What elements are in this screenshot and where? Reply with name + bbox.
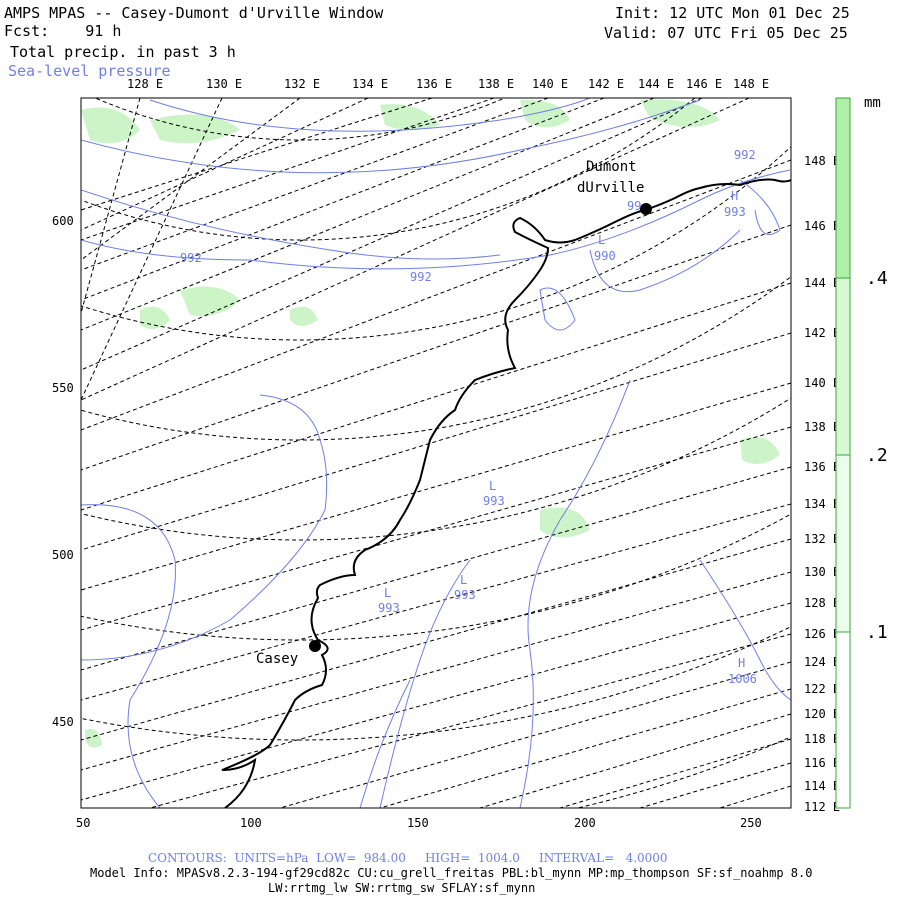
station-marker-casey[interactable] xyxy=(309,640,321,652)
coastline xyxy=(221,178,791,808)
x-tick-label: 250 xyxy=(740,816,762,830)
x-tick-label: 150 xyxy=(407,816,429,830)
contours-info: CONTOURS: UNITS=hPa LOW= 984.00 HIGH= 10… xyxy=(148,851,668,865)
field-name: Total precip. in past 3 h xyxy=(10,43,236,61)
top-lon-label: 138 E xyxy=(478,77,515,91)
map-frame xyxy=(80,97,792,809)
pressure-label: 993 xyxy=(724,205,746,219)
pressure-center-symbol: H xyxy=(738,656,746,670)
top-lon-label: 148 E xyxy=(733,77,770,91)
colorbar xyxy=(835,97,851,809)
station-marker-dumont[interactable] xyxy=(640,203,652,215)
y-tick-label: 450 xyxy=(52,715,74,729)
station-label-dumont: Dumont xyxy=(586,159,637,175)
pressure-label: 1006 xyxy=(728,672,757,686)
y-tick-label: 550 xyxy=(52,381,74,395)
precip-shading xyxy=(81,99,780,748)
top-lon-label: 136 E xyxy=(416,77,453,91)
top-lon-label: 144 E xyxy=(638,77,675,91)
forecast-hour: Fcst: 91 h xyxy=(4,22,121,40)
y-tick-label: 500 xyxy=(52,548,74,562)
colorbar-label: .1 xyxy=(866,622,888,643)
pressure-label: 993 xyxy=(483,494,505,508)
top-lon-label: 134 E xyxy=(352,77,389,91)
x-tick-label: 100 xyxy=(240,816,262,830)
top-lon-label: 142 E xyxy=(588,77,625,91)
colorbar-label: .2 xyxy=(866,445,888,466)
top-lon-label: 132 E xyxy=(284,77,321,91)
model-info-2: LW:rrtmg_lw SW:rrtmg_sw SFLAY:sf_mynn xyxy=(268,881,536,895)
pressure-center-symbol: H xyxy=(731,189,739,203)
top-lon-label: 146 E xyxy=(686,77,723,91)
pressure-label: 993 xyxy=(378,601,400,615)
overlay-name: Sea-level pressure xyxy=(8,62,171,80)
top-lon-label: 140 E xyxy=(532,77,569,91)
top-lon-label: 128 E xyxy=(127,77,164,91)
fcst-value: 91 h xyxy=(85,22,122,40)
pressure-center-symbol: L xyxy=(460,573,468,587)
colorbar-unit: mm xyxy=(864,95,881,111)
latitude-lines xyxy=(81,98,791,808)
pressure-label: 99 xyxy=(627,199,642,213)
init-time: Init: 12 UTC Mon 01 Dec 25 xyxy=(615,4,850,22)
valid-time: Valid: 07 UTC Fri 05 Dec 25 xyxy=(604,24,848,42)
map-title: AMPS MPAS -- Casey-Dumont d'Urville Wind… xyxy=(4,4,384,22)
station-label-casey: Casey xyxy=(256,651,299,667)
pressure-label: 992 xyxy=(410,270,432,284)
colorbar-label: .4 xyxy=(866,268,888,289)
longitude-lines xyxy=(81,98,791,808)
x-tick-label: 200 xyxy=(574,816,596,830)
pressure-center-symbol: L xyxy=(598,233,606,247)
pressure-center-symbol: L xyxy=(384,586,392,600)
top-lon-label: 130 E xyxy=(206,77,243,91)
x-tick-label: 50 xyxy=(76,816,91,830)
pressure-label: 992 xyxy=(734,148,756,162)
model-info: Model Info: MPASv8.2.3-194-gf29cd82c CU:… xyxy=(90,866,813,880)
fcst-label: Fcst: xyxy=(4,22,50,40)
pressure-center-symbol: L xyxy=(489,479,497,493)
station-label-dumont-2: dUrville xyxy=(577,180,645,196)
y-tick-label: 600 xyxy=(52,214,74,228)
pressure-label: 992 xyxy=(180,251,202,265)
pressure-contours xyxy=(81,98,791,808)
pressure-label: 990 xyxy=(594,249,616,263)
pressure-label: 993 xyxy=(454,588,476,602)
